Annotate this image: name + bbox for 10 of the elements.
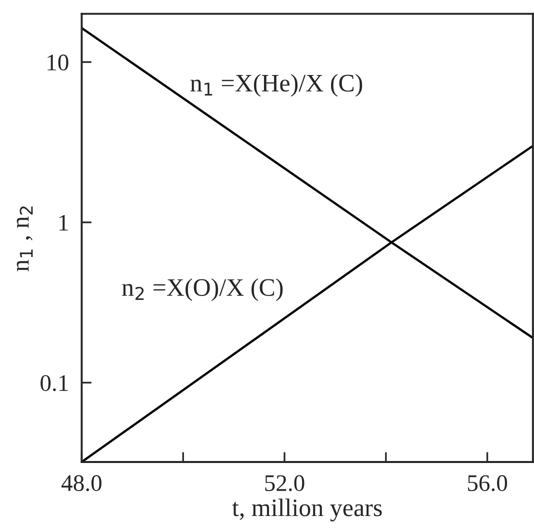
x-axis-title: t, million years	[232, 498, 382, 522]
x-tick-label: 52.0	[265, 475, 304, 492]
x-tick-label: 48.0	[62, 475, 102, 492]
y-tick-label: 10	[48, 54, 68, 70]
annotation: n$_{1}$ =X(He)/X (C)	[190, 74, 362, 97]
annotation: n$_{2}$ =X(O)/X (C)	[122, 278, 283, 302]
y-tick-label: 0.1	[40, 375, 68, 392]
y-axis-title: n$_{1}$ , n$_{2}$	[16, 206, 33, 272]
y-tick-label: 1	[59, 214, 68, 231]
x-tick-label: 56.0	[468, 475, 508, 492]
